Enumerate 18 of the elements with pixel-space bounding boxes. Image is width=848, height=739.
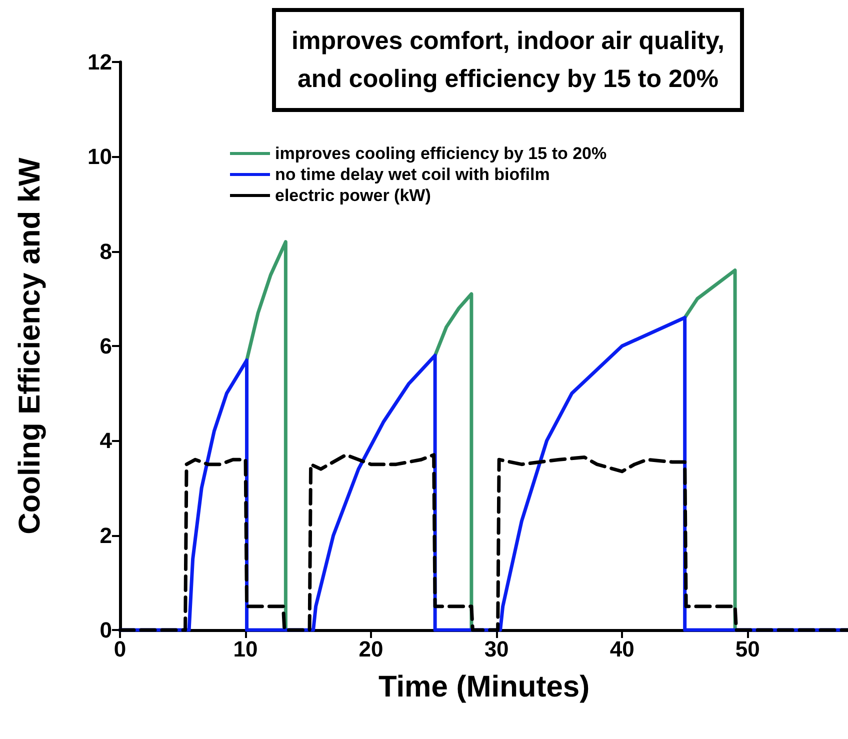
y-tick-label: 10	[88, 144, 112, 170]
x-axis-title: Time (Minutes)	[378, 670, 590, 704]
x-tick-label: 10	[233, 636, 258, 662]
legend-label: electric power (kW)	[275, 186, 431, 205]
x-tick-label: 40	[610, 636, 634, 662]
y-axis-title: Cooling Efficiency and kW	[14, 156, 46, 534]
y-tick-label: 8	[100, 238, 112, 264]
x-tick-label: 20	[358, 636, 384, 662]
y-tick-label: 4	[100, 428, 113, 454]
legend-label: no time delay wet coil with biofilm	[275, 165, 550, 184]
y-tick-label: 0	[100, 618, 112, 642]
y-tick-label: 12	[88, 50, 112, 74]
y-tick-label: 6	[100, 334, 112, 358]
x-tick-label: 30	[484, 636, 509, 662]
y-tick-label: 2	[100, 522, 112, 548]
legend-label: improves cooling efficiency by 15 to 20%	[275, 144, 607, 163]
chart-title: improves comfort, indoor air quality, and cooling efficiency by 15 to 20%	[292, 27, 724, 93]
x-tick-label: 50	[735, 636, 760, 662]
